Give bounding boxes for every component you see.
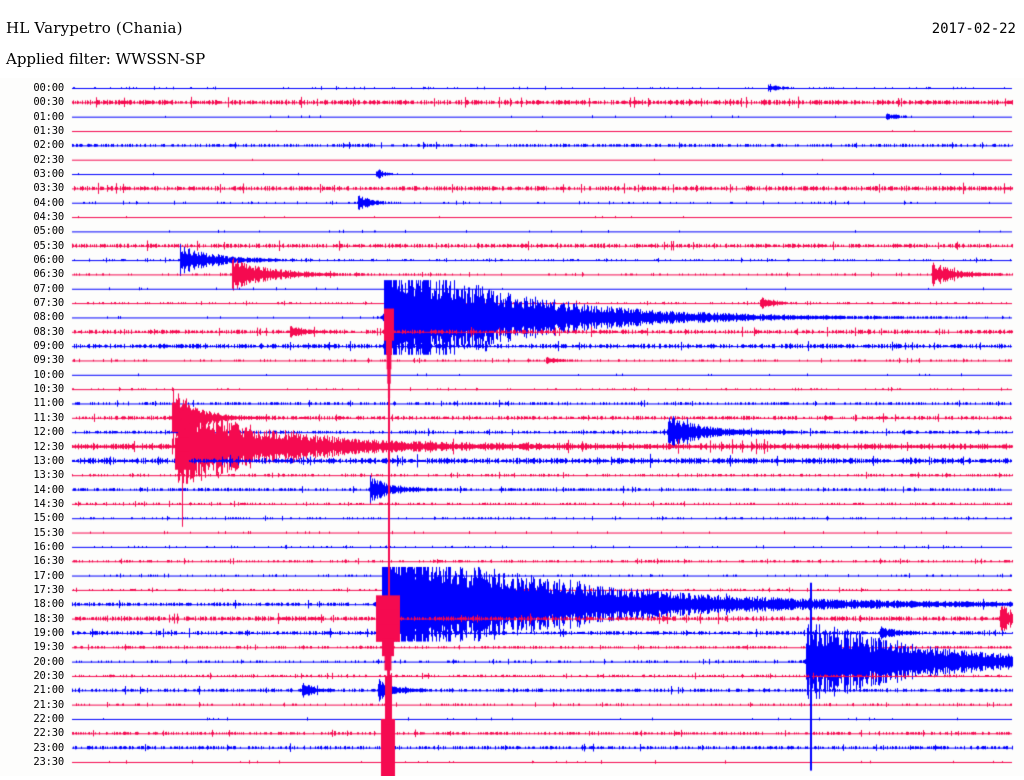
helicorder-plot: 00:00 00:30 01:00 01:30 02:00 02:30 03:00 03:30… [0, 78, 1024, 776]
time-tick-label: 17:00 [33, 569, 64, 582]
time-tick-label: 08:30 [33, 325, 64, 338]
time-tick-label: 03:00 [33, 168, 64, 181]
time-tick-label: 18:30 [33, 612, 64, 625]
filter-label: Applied filter: WWSSN-SP [6, 50, 206, 68]
time-tick-label: 13:00 [33, 454, 64, 467]
time-tick-label: 04:00 [33, 196, 64, 209]
time-tick-label: 22:00 [33, 712, 64, 725]
time-tick-label: 23:00 [33, 741, 64, 754]
time-tick-label: 15:00 [33, 512, 64, 525]
time-tick-label: 23:30 [33, 755, 64, 768]
time-tick-label: 01:00 [33, 110, 64, 123]
time-tick-label: 12:30 [33, 440, 64, 453]
seismogram-traces [0, 78, 1024, 776]
time-tick-label: 15:30 [33, 526, 64, 539]
time-tick-label: 00:00 [33, 82, 64, 94]
time-tick-label: 13:30 [33, 469, 64, 482]
time-tick-label: 21:30 [33, 698, 64, 711]
time-tick-label: 19:00 [33, 626, 64, 639]
time-tick-label: 02:00 [33, 139, 64, 152]
time-tick-label: 19:30 [33, 641, 64, 654]
time-tick-label: 14:30 [33, 497, 64, 510]
time-tick-label: 07:30 [33, 297, 64, 310]
time-tick-label: 11:00 [33, 397, 64, 410]
time-tick-label: 11:30 [33, 411, 64, 424]
time-tick-label: 22:30 [33, 727, 64, 740]
time-tick-label: 20:00 [33, 655, 64, 668]
time-tick-label: 02:30 [33, 153, 64, 166]
time-tick-label: 04:30 [33, 211, 64, 224]
date-label: 2017-02-22 [931, 21, 1016, 37]
time-tick-label: 01:30 [33, 125, 64, 138]
time-tick-label: 16:30 [33, 555, 64, 568]
time-tick-label: 03:30 [33, 182, 64, 195]
time-tick-label: 21:00 [33, 684, 64, 697]
time-tick-label: 06:30 [33, 268, 64, 281]
page-title: HL Varypetro (Chania) [6, 19, 183, 37]
time-tick-label: 12:00 [33, 426, 64, 439]
time-tick-label: 05:30 [33, 239, 64, 252]
time-tick-label: 16:00 [33, 540, 64, 553]
time-tick-label: 00:30 [33, 96, 64, 109]
time-tick-label: 06:00 [33, 254, 64, 267]
time-tick-label: 08:00 [33, 311, 64, 324]
time-tick-label: 18:00 [33, 598, 64, 611]
time-tick-label: 20:30 [33, 669, 64, 682]
time-tick-label: 07:00 [33, 282, 64, 295]
time-tick-label: 10:00 [33, 368, 64, 381]
time-tick-label: 09:30 [33, 354, 64, 367]
time-tick-label: 09:00 [33, 340, 64, 353]
time-tick-label: 05:00 [33, 225, 64, 238]
time-tick-label: 17:30 [33, 583, 64, 596]
time-tick-label: 14:00 [33, 483, 64, 496]
time-tick-label: 10:30 [33, 383, 64, 396]
